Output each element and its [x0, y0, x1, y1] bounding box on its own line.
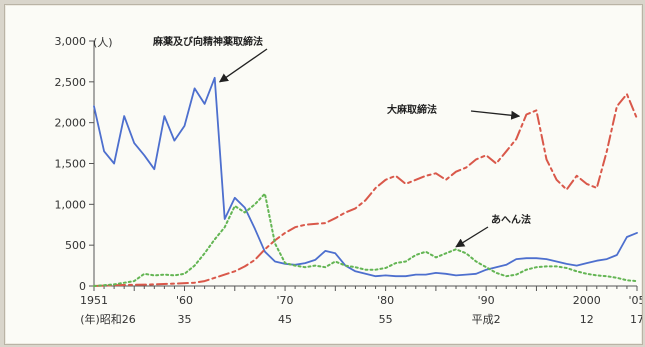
y-tick-label: 500: [65, 239, 86, 252]
x-tick-label-year: '05: [628, 294, 642, 307]
x-tick-group: 1951 (年)昭和26 '60 35 '70 45 '80 55 '90 平成2 2000 12 '0…: [80, 286, 642, 326]
annotation-arrow-0: [218, 48, 268, 83]
y-tick-group: 0 500 1,000 1,500 2,000 2,500 3,000: [55, 35, 94, 293]
y-tick-label: 0: [79, 280, 86, 293]
series-line-0: [93, 76, 638, 278]
annotation-label-2: あへん法: [491, 213, 531, 226]
x-tick-label-era: 17: [630, 313, 642, 326]
y-tick-label: 3,000: [55, 35, 87, 48]
y-axis-unit-label: (人): [93, 36, 113, 49]
x-tick-label-era: 35: [178, 313, 192, 326]
annotation-label-1: 大麻取締法: [387, 103, 437, 116]
y-tick-label: 2,000: [55, 117, 87, 130]
y-tick-label: 1,500: [55, 158, 87, 171]
x-tick-label-year: '80: [377, 294, 394, 307]
chart-panel: (人) 0 500 1,000 1,500 2,000 2,500 3,000 1951 (年…: [4, 4, 643, 345]
series-group: [93, 76, 638, 287]
x-tick-label-year: '70: [277, 294, 294, 307]
x-tick-label-era: 45: [278, 313, 292, 326]
y-tick-label: 1,000: [55, 198, 87, 211]
annotation-arrow-1: [470, 110, 521, 120]
x-tick-label-era: (年)昭和26: [80, 312, 136, 326]
x-tick-label-year: '60: [176, 294, 193, 307]
drug-arrests-line-chart: (人) 0 500 1,000 1,500 2,000 2,500 3,000 1951 (年…: [55, 35, 643, 326]
x-tick-label-year: 1951: [80, 294, 108, 307]
series-line-1: [93, 93, 638, 287]
x-tick-label-era: 12: [580, 313, 594, 326]
x-tick-label-year: '90: [478, 294, 495, 307]
x-tick-label-era: 55: [379, 313, 393, 326]
series-line-2: [93, 192, 638, 287]
x-tick-label-year: 2000: [573, 294, 601, 307]
y-tick-label: 2,500: [55, 76, 87, 89]
annotation-arrow-2: [455, 226, 489, 248]
x-tick-label-era: 平成2: [472, 313, 501, 326]
annotation-label-0: 麻薬及び向精神薬取締法: [152, 35, 263, 48]
